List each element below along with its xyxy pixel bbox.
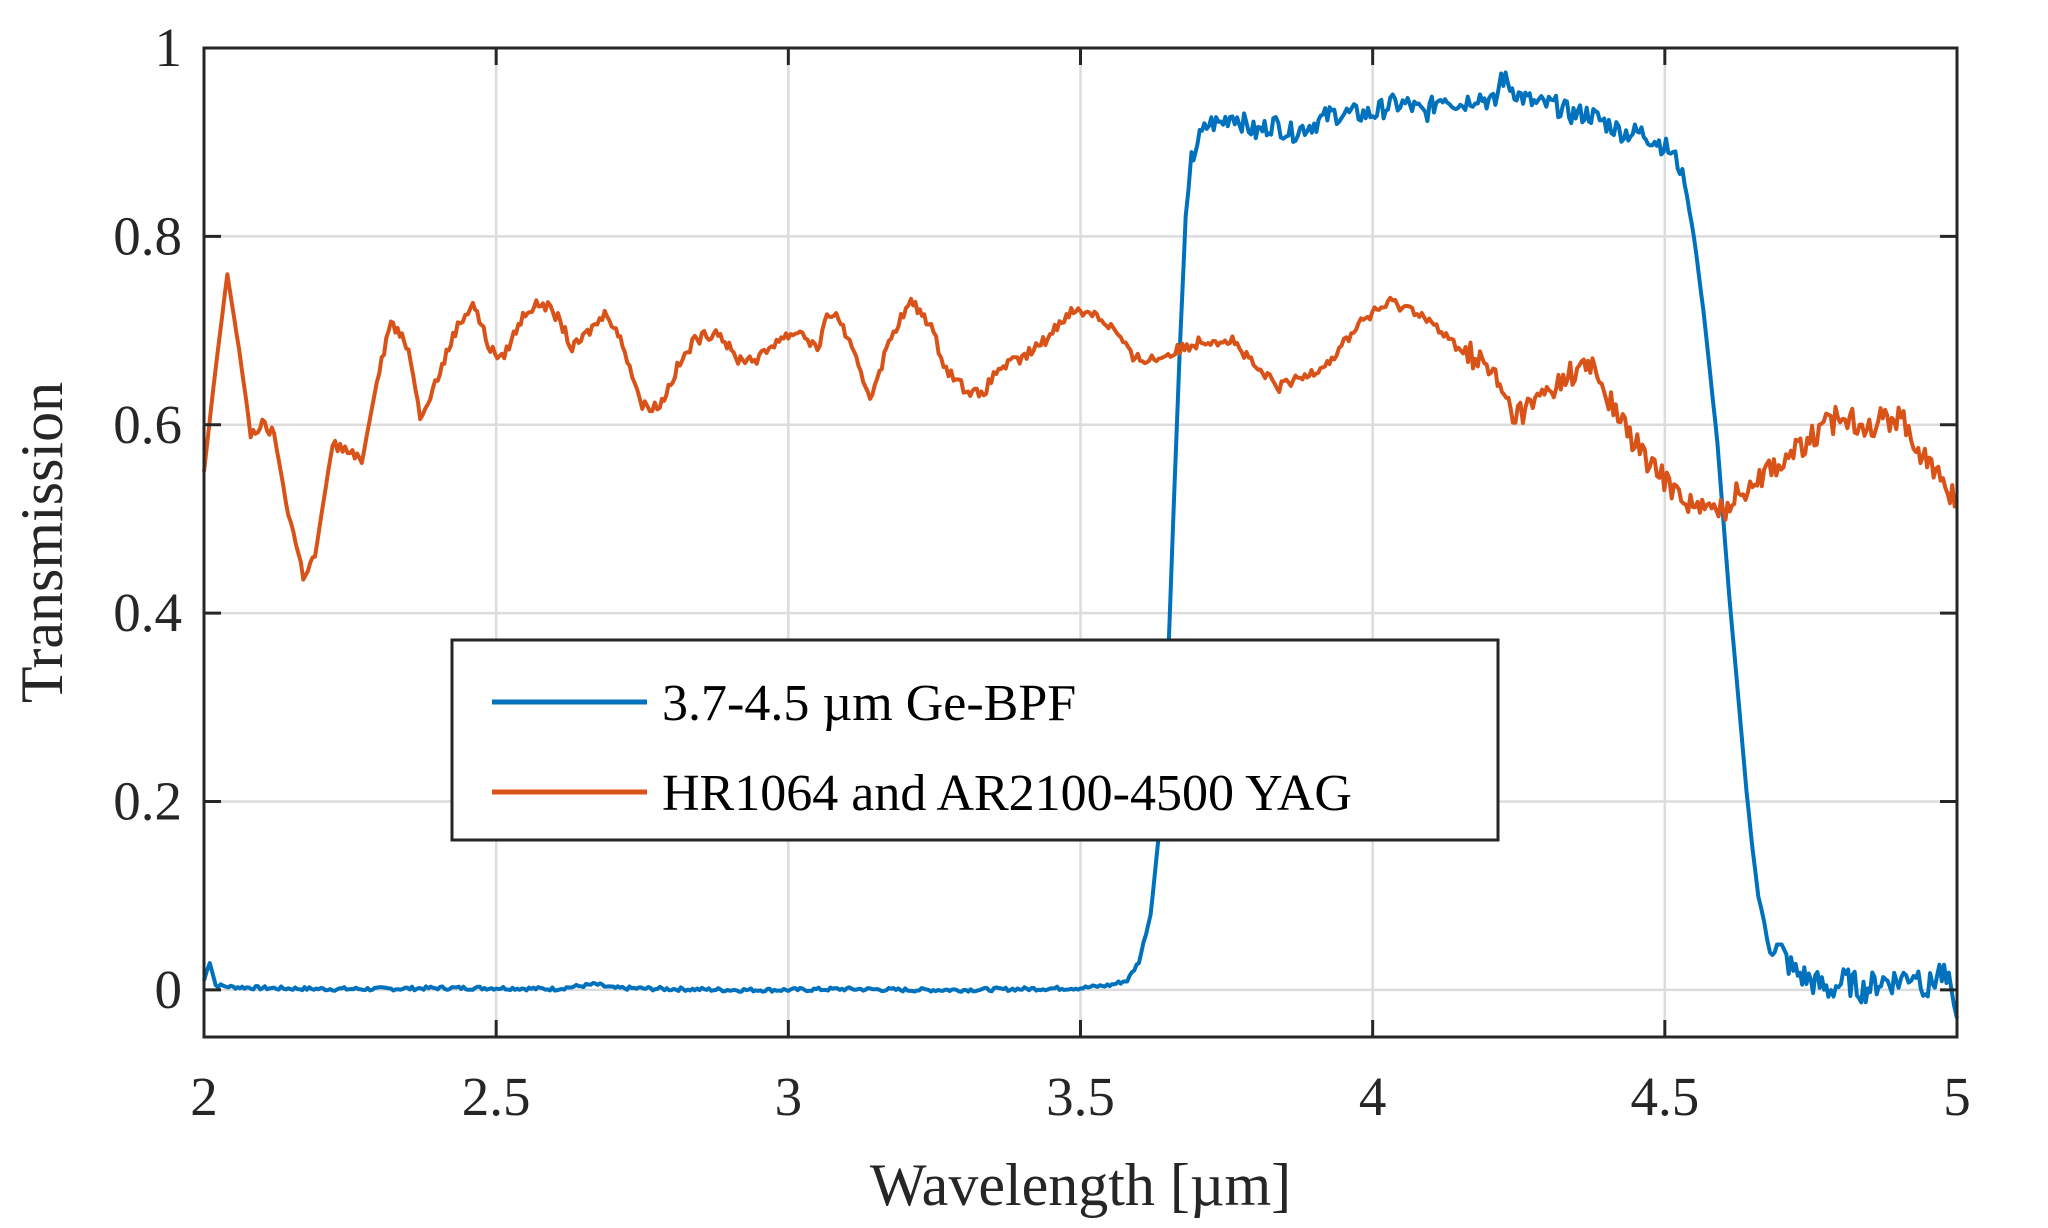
series-layer	[202, 70, 1959, 1019]
x-tick-label: 4.5	[1630, 1066, 1699, 1127]
y-tick-label: 0.2	[113, 771, 182, 832]
x-tick-label: 4	[1359, 1066, 1387, 1127]
series-line-ge-bpf	[202, 70, 1959, 1019]
y-tick-label: 1	[155, 17, 183, 78]
y-tick-label: 0.4	[113, 582, 182, 643]
x-tick-labels: 2 2.5 3 3.5 4 4.5 5	[190, 1066, 1971, 1127]
legend-label-yag: HR1064 and AR2100-4500 YAG	[662, 765, 1352, 822]
x-tick-label: 3	[775, 1066, 803, 1127]
x-tick-label: 3.5	[1046, 1066, 1115, 1127]
y-tick-labels: 0 0.2 0.4 0.6 0.8 1	[113, 17, 182, 1020]
legend: 3.7-4.5 µm Ge-BPF HR1064 and AR2100-4500…	[450, 638, 1500, 842]
y-axis-label: Transmission	[9, 382, 75, 703]
axis-ticks	[202, 46, 1959, 1037]
y-tick-label: 0.8	[113, 205, 182, 266]
legend-box	[450, 638, 1500, 842]
x-tick-label: 2.5	[462, 1066, 531, 1127]
x-tick-label: 2	[190, 1066, 218, 1127]
x-axis-label: Wavelength [µm]	[870, 1152, 1291, 1218]
y-tick-label: 0	[155, 959, 183, 1020]
legend-label-ge-bpf: 3.7-4.5 µm Ge-BPF	[662, 675, 1076, 732]
x-tick-label: 5	[1943, 1066, 1971, 1127]
series-line-yag	[202, 272, 1959, 582]
y-tick-label: 0.6	[113, 394, 182, 455]
